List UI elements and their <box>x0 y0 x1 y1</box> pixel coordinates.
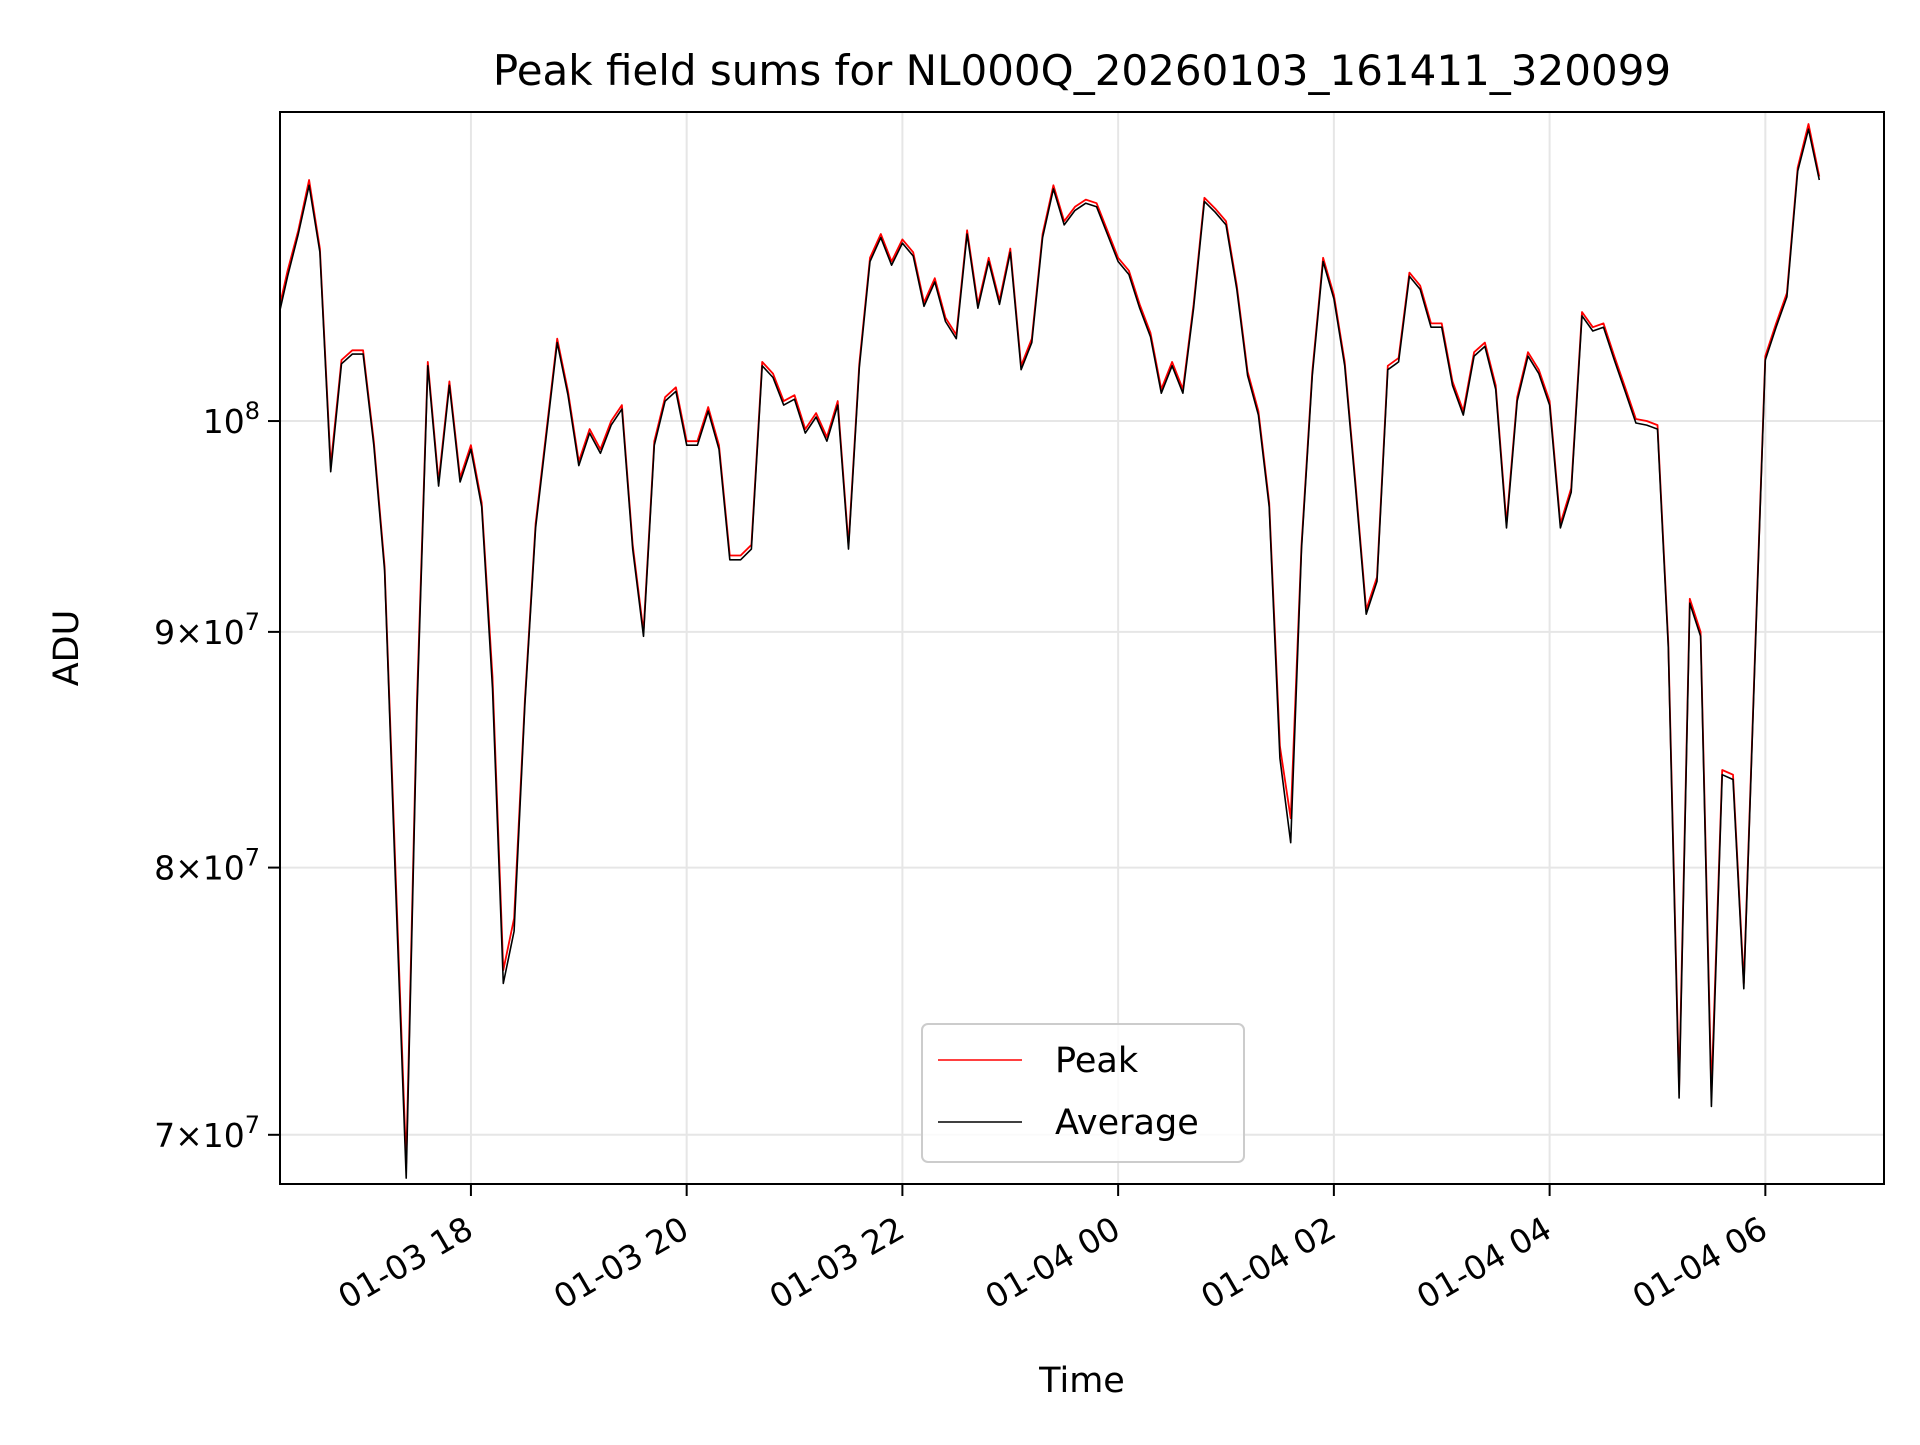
y-tick-label-1: 8×107 <box>154 844 260 888</box>
plot-series <box>279 123 1821 1179</box>
y-axis-label: ADU <box>47 610 87 687</box>
x-axis-label: Time <box>1038 1361 1125 1401</box>
y-axis-ticks: 7×107 8×107 9×107 108 <box>154 397 280 1155</box>
chart-title: Peak field sums for NL000Q_20260103_1614… <box>493 46 1671 95</box>
y-tick-label-2: 9×107 <box>154 608 260 652</box>
legend: Peak Average <box>921 1023 1245 1163</box>
y-tick-label-3: 108 <box>203 397 260 441</box>
legend-average-label: Average <box>1055 1103 1199 1143</box>
legend-box <box>921 1023 1245 1163</box>
y-tick-label-0: 7×107 <box>154 1111 260 1155</box>
series-line-average <box>279 128 1821 1179</box>
plot-frame <box>279 111 1885 1185</box>
legend-peak-label: Peak <box>1055 1041 1139 1081</box>
